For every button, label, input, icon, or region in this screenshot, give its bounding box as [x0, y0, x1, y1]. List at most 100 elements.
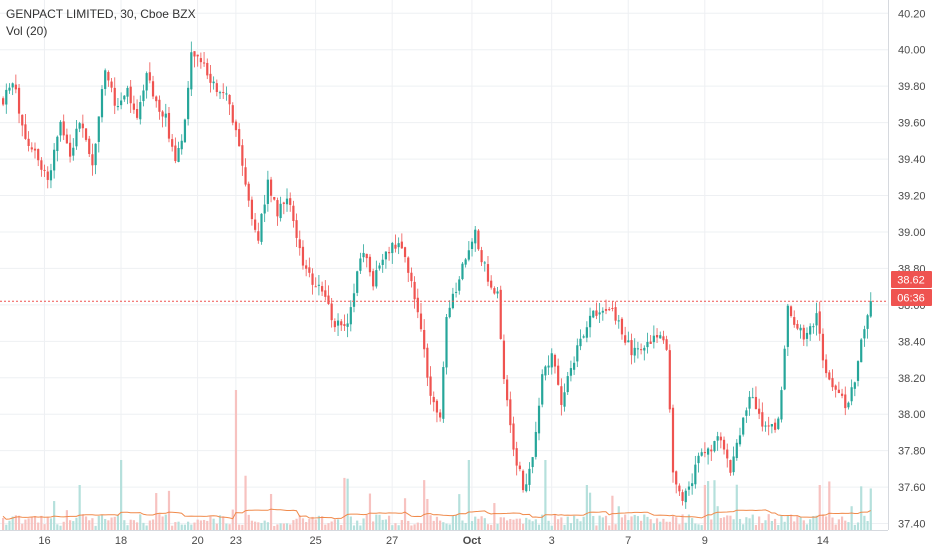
candle	[499, 285, 502, 340]
price-tick-label: 40.20	[898, 8, 926, 20]
volume-bar	[148, 520, 151, 530]
candle	[190, 41, 193, 97]
candle	[231, 102, 234, 126]
volume-bar	[91, 518, 94, 530]
candle	[362, 244, 365, 263]
candle	[62, 114, 65, 141]
volume-indicator-title[interactable]: Vol (20)	[6, 24, 48, 38]
candle	[470, 238, 474, 257]
candle	[167, 107, 171, 143]
time-tick-label: 16	[38, 535, 50, 547]
volume-bar	[151, 519, 155, 530]
candle	[135, 99, 139, 120]
volume-bar	[464, 522, 467, 530]
candle	[202, 51, 206, 67]
candle	[601, 307, 604, 321]
candle	[506, 374, 509, 407]
candle	[17, 83, 21, 124]
candle	[604, 299, 608, 315]
price-axis[interactable]: 40.2040.0039.8039.6039.4039.2039.0038.80…	[898, 8, 926, 530]
volume-bar	[164, 514, 167, 530]
volume-bar	[764, 520, 767, 530]
volume-bar	[8, 520, 11, 530]
candle	[490, 275, 493, 290]
volume-bar	[372, 521, 375, 530]
candle	[671, 404, 675, 483]
candle	[770, 423, 773, 434]
candle	[445, 313, 448, 375]
candle	[576, 338, 579, 368]
candle	[812, 323, 815, 334]
candle	[722, 436, 726, 455]
volume-bar	[187, 521, 190, 530]
candle	[333, 318, 336, 332]
candle	[365, 253, 368, 268]
candle	[394, 234, 397, 253]
price-tick-label: 37.40	[898, 519, 926, 531]
candle	[244, 158, 247, 187]
volume-bar	[713, 480, 716, 530]
candle	[515, 441, 518, 476]
candle	[828, 370, 831, 381]
volume-bar	[158, 514, 161, 530]
candle	[426, 343, 429, 387]
candle	[544, 365, 547, 381]
candle	[483, 260, 486, 272]
candle	[292, 200, 295, 228]
volume-bar	[84, 516, 88, 530]
volume-bar	[30, 516, 33, 530]
volume-bar	[196, 519, 199, 530]
symbol-title[interactable]: GENPACT LIMITED, 30, Cboe BZX	[6, 7, 196, 21]
volume-bar	[407, 520, 410, 530]
volume-bar	[40, 515, 43, 530]
candle	[238, 123, 241, 147]
candle	[228, 94, 231, 116]
volume-bar	[726, 515, 729, 530]
volume-bar	[598, 515, 601, 530]
candle	[368, 254, 372, 277]
candle	[234, 119, 238, 137]
candle	[33, 142, 37, 159]
candle	[853, 381, 856, 397]
candle	[432, 391, 435, 412]
candle	[636, 341, 640, 359]
candle	[158, 95, 161, 120]
volume-bar	[375, 514, 378, 530]
candle	[132, 95, 135, 114]
candle	[850, 379, 853, 406]
candle	[209, 65, 212, 93]
volume-bar	[273, 525, 276, 530]
candle	[269, 176, 273, 203]
last-price-label: 38.62	[897, 275, 925, 287]
time-tick-label: 23	[230, 535, 242, 547]
volume-bar	[706, 481, 710, 530]
candle	[777, 416, 780, 431]
volume-bar	[614, 524, 617, 530]
volume-bar	[100, 514, 104, 530]
volume-bar	[14, 515, 17, 530]
candle	[630, 333, 633, 365]
candle	[24, 113, 27, 140]
volume-bar	[805, 524, 809, 530]
volume-bar	[758, 516, 761, 530]
volume-bar	[454, 514, 458, 530]
candle	[11, 82, 14, 96]
volume-bar	[295, 518, 298, 530]
volume-bar	[311, 516, 314, 530]
volume-bar	[828, 481, 831, 530]
volume-bar	[550, 525, 553, 530]
candle	[502, 334, 506, 384]
price-tick-label: 39.80	[898, 81, 926, 93]
candle	[356, 270, 359, 297]
volume-bar	[2, 517, 5, 530]
volume-bar	[177, 521, 180, 530]
volume-bar	[512, 519, 515, 530]
candle	[199, 52, 202, 69]
countdown-label: 06:36	[897, 293, 925, 305]
candle	[531, 457, 534, 474]
time-axis[interactable]: 16 18 20 23 25 27 Oct 3 7 9 14	[38, 535, 829, 547]
volume-bar	[831, 517, 834, 530]
volume-bar	[595, 525, 598, 530]
candle	[65, 128, 68, 144]
